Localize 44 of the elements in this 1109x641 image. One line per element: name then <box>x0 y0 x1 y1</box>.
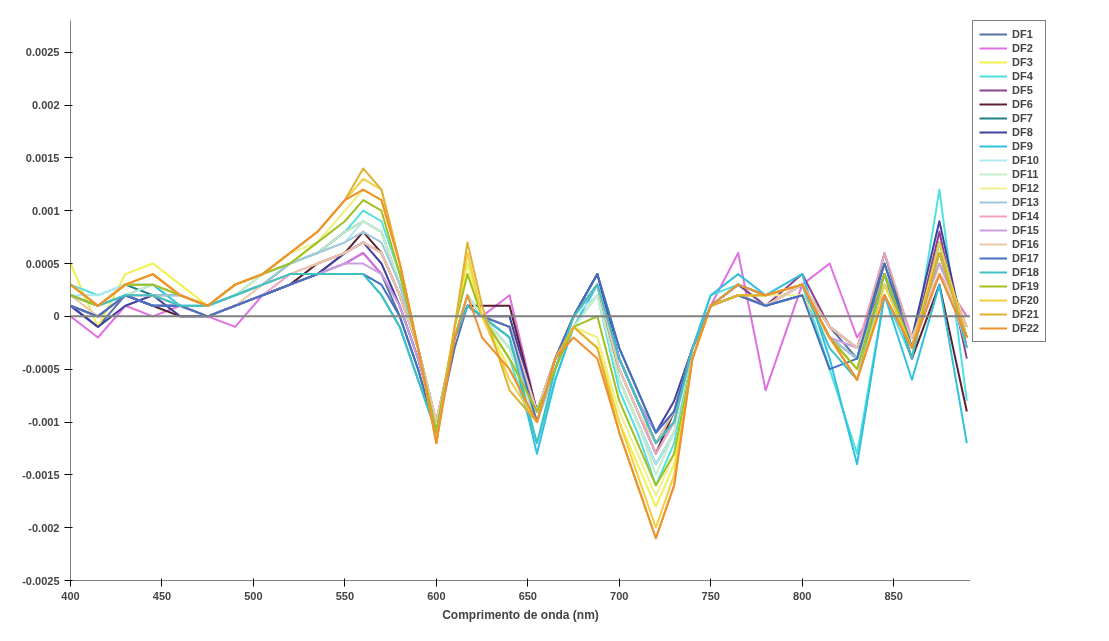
y-tick-label: -0.0025 <box>22 574 60 587</box>
y-tick-label: -0.0015 <box>22 468 60 481</box>
x-tick-label: 750 <box>701 589 720 602</box>
legend-label: DF13 <box>1012 195 1039 209</box>
legend-label: DF16 <box>1012 237 1039 251</box>
y-tick-label: 0 <box>53 310 60 323</box>
legend-label: DF9 <box>1012 139 1033 153</box>
y-tick-label: -0.001 <box>28 416 60 429</box>
y-tick-label: 0.0015 <box>25 151 60 164</box>
x-tick-label: 650 <box>518 589 537 602</box>
y-tick-label: 0.001 <box>31 204 60 217</box>
x-tick-label: 800 <box>793 589 812 602</box>
legend-label: DF3 <box>1012 55 1033 69</box>
legend-label: DF17 <box>1012 251 1039 265</box>
legend-label: DF21 <box>1012 307 1039 321</box>
x-tick-label: 500 <box>244 589 263 602</box>
legend-label: DF15 <box>1012 223 1039 237</box>
legend-label: DF7 <box>1012 111 1033 125</box>
legend-label: DF6 <box>1012 97 1033 111</box>
x-tick-label: 700 <box>610 589 629 602</box>
y-tick-label: 0.0005 <box>25 257 60 270</box>
legend-label: DF5 <box>1012 83 1033 97</box>
x-axis-title: Comprimento de onda (nm) <box>442 607 599 622</box>
legend-label: DF11 <box>1012 167 1039 181</box>
x-tick-label: 450 <box>152 589 172 602</box>
legend-label: DF19 <box>1012 279 1039 293</box>
y-tick-label: -0.0005 <box>22 363 60 376</box>
legend-label: DF20 <box>1012 293 1039 307</box>
legend-label: DF2 <box>1012 41 1033 55</box>
x-tick-label: 550 <box>335 589 355 602</box>
legend-label: DF14 <box>1012 209 1039 223</box>
legend-label: DF22 <box>1012 321 1039 335</box>
legend-label: DF12 <box>1012 181 1039 195</box>
y-tick-label: 0.002 <box>31 99 60 112</box>
x-tick-label: 400 <box>61 589 80 602</box>
legend-label: DF4 <box>1012 69 1033 83</box>
legend-label: DF8 <box>1012 125 1033 139</box>
legend-label: DF18 <box>1012 265 1039 279</box>
x-tick-label: 600 <box>427 589 446 602</box>
y-tick-label: 0.0025 <box>25 46 60 59</box>
legend-label: DF10 <box>1012 153 1039 167</box>
y-tick-label: -0.002 <box>28 521 60 534</box>
legend-label: DF1 <box>1012 27 1033 41</box>
x-tick-label: 850 <box>884 589 903 602</box>
